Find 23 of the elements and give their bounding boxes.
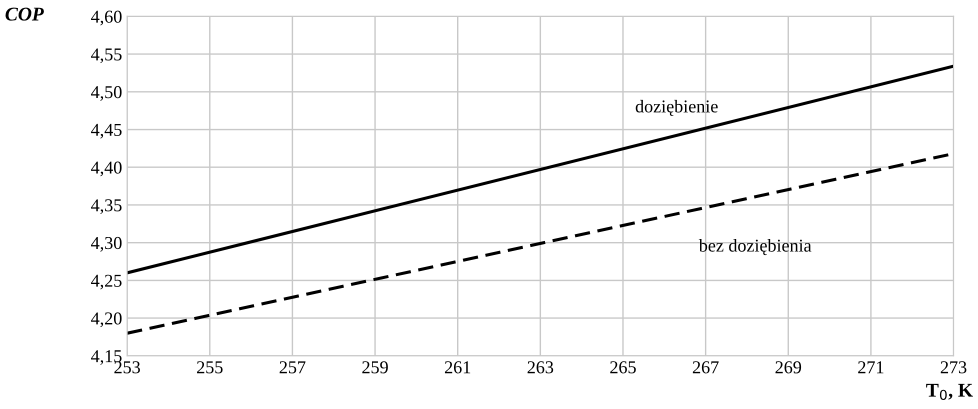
x-axis-title: T$_{0}$, K [926,384,973,400]
y-tick-label: 4,45 [91,124,122,139]
y-tick-label: 4,35 [91,199,122,214]
x-tick-label: 271 [858,361,884,374]
x-tick-label: 269 [776,361,802,374]
y-tick-label: 4,60 [91,10,122,26]
x-tick-label: 261 [444,361,470,374]
y-tick-label: 4,30 [91,236,122,252]
y-tick-label: 4,40 [91,161,122,176]
y-tick-label: 4,55 [91,48,122,64]
y-tick-label: 4,25 [91,274,122,290]
x-tick-label: 263 [528,361,554,374]
x-tick-label: 255 [197,361,223,374]
annotation: bez doziębienia [698,239,812,256]
x-tick-label: 265 [610,361,636,374]
y-axis-title: COP [6,8,44,21]
y-tick-label: 4,20 [91,312,122,328]
y-tick-label: 4,50 [91,86,122,101]
annotation: doziębienie [636,100,718,116]
x-tick-label: 259 [362,361,388,374]
x-tick-label: 273 [940,361,966,374]
x-tick-label: 257 [280,361,306,374]
x-tick-label: 267 [692,361,719,374]
